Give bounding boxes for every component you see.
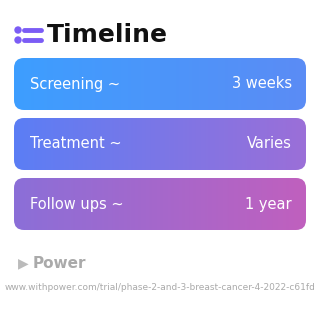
Text: 1 year: 1 year [245, 197, 292, 212]
Text: Timeline: Timeline [47, 23, 168, 47]
Text: Power: Power [33, 255, 86, 270]
Text: Follow ups ~: Follow ups ~ [30, 197, 124, 212]
Text: Screening ~: Screening ~ [30, 77, 120, 92]
Circle shape [15, 37, 21, 43]
Text: Treatment ~: Treatment ~ [30, 136, 122, 151]
Text: www.withpower.com/trial/phase-2-and-3-breast-cancer-4-2022-c61fd: www.withpower.com/trial/phase-2-and-3-br… [4, 284, 316, 292]
Text: ▶: ▶ [18, 256, 28, 270]
Circle shape [15, 27, 21, 33]
Text: 3 weeks: 3 weeks [232, 77, 292, 92]
Text: Varies: Varies [247, 136, 292, 151]
